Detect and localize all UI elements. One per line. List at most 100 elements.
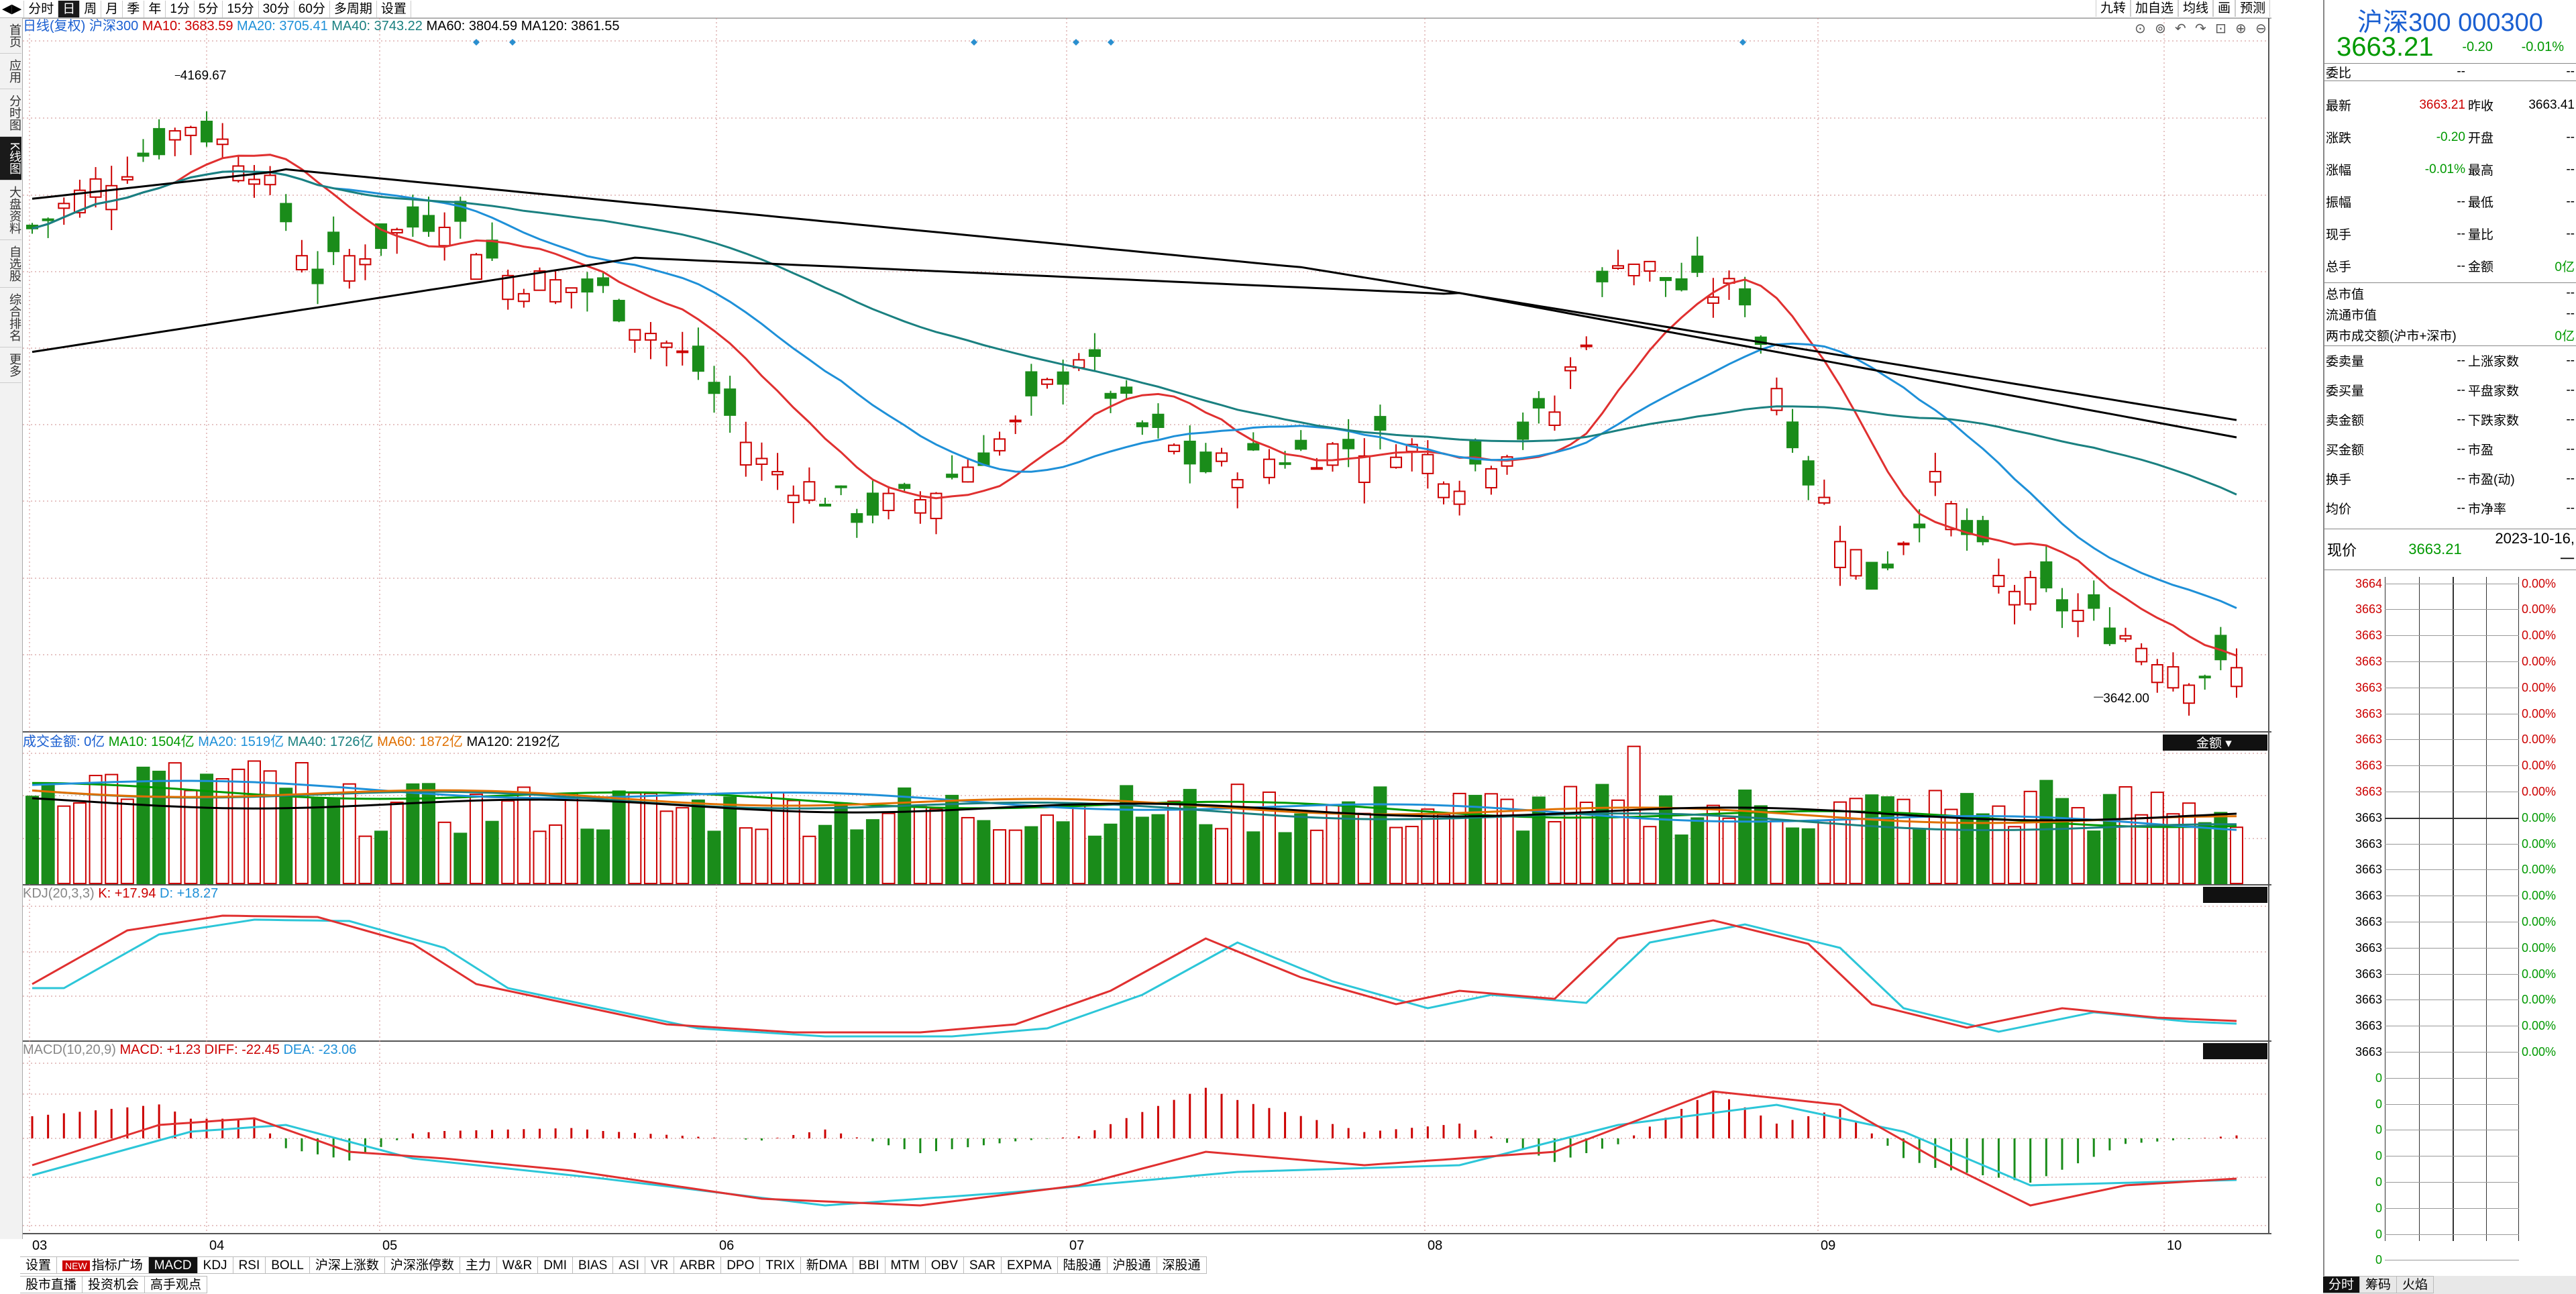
legend-item: MA120: 3861.55 [521, 19, 620, 34]
quote-row: 涨幅 -0.01% 最高 -- [2326, 162, 2575, 178]
period-btn[interactable]: 周 [80, 0, 102, 17]
event-marker[interactable] [1108, 39, 1114, 46]
indicator-tab[interactable]: KDJ [197, 1256, 233, 1274]
period-toolbar: ◀▶ 分时日周月季年 1分 5分 15分 30分 60分 多周期 设置 [0, 0, 2271, 18]
volume-mode-button[interactable] [2163, 735, 2267, 751]
period-btn[interactable]: 5分 [195, 0, 223, 17]
sub-tab[interactable]: 高手观点 [145, 1276, 208, 1293]
indicator-tab[interactable]: DMI [538, 1256, 574, 1274]
quote-row: 流通市值 -- [2326, 307, 2575, 323]
chart-tool-icon[interactable]: ⊖ [2255, 21, 2267, 36]
event-marker[interactable] [473, 39, 480, 46]
event-marker[interactable] [1739, 39, 1746, 46]
chart-tool-icon[interactable]: ⊙ [2135, 21, 2146, 36]
indicator-tab[interactable]: RSI [233, 1256, 266, 1274]
indicator-tab[interactable]: W&R [496, 1256, 539, 1274]
indicator-tab[interactable]: MTM [885, 1256, 926, 1274]
macd-lines [32, 1090, 2237, 1207]
indicator-tab[interactable]: 沪股通 [1107, 1256, 1157, 1274]
period-btn[interactable]: 15分 [223, 0, 259, 17]
legend-item: MA10: 3683.59 [142, 19, 237, 34]
indicator-tab[interactable]: EXPMA [1001, 1256, 1058, 1274]
period-btn[interactable]: 1分 [166, 0, 195, 17]
period-btn[interactable]: 日 [58, 0, 80, 17]
toolbar-right-btn[interactable]: 均线 [2178, 0, 2214, 17]
indicator-tab[interactable]: TRIX [760, 1256, 801, 1274]
chart-tool-icon[interactable]: ↷ [2195, 21, 2206, 36]
x-axis-month: 10 [2167, 1238, 2182, 1253]
top-right-toolbar: 九转 加自选 均线画预测 [2096, 0, 2271, 18]
kdj-lines [32, 914, 2237, 1038]
left-nav-item[interactable]: 首页 [0, 18, 21, 54]
legend-item: MA20: 1519亿 [198, 734, 287, 749]
indicator-tab[interactable]: 深股通 [1157, 1256, 1207, 1274]
quote-row: 总手 -- 金额 0亿 [2326, 258, 2575, 275]
indicator-tab[interactable]: 主力 [460, 1256, 497, 1274]
panel-tab[interactable]: 分时 [2323, 1276, 2361, 1293]
legend-item: 沪深300 [89, 18, 142, 34]
quote-row: 均价 -- 市净率 -- [2326, 500, 2575, 517]
toolbar-arrows[interactable]: ◀▶ [0, 0, 25, 17]
panel-tab[interactable]: 筹码 [2360, 1276, 2398, 1293]
indicator-tab[interactable]: BBI [853, 1256, 885, 1274]
indicator-tab[interactable]: 设置 [20, 1256, 58, 1274]
indicator-tab[interactable]: VR [645, 1256, 675, 1274]
left-nav-item[interactable]: 综合排名 [0, 288, 21, 348]
event-marker[interactable] [1073, 39, 1079, 46]
indicator-tab[interactable]: OBV [925, 1256, 964, 1274]
legend-item: MA120: 2192亿 [466, 734, 559, 749]
period-btn[interactable]: 分时 [24, 0, 59, 17]
x-axis-month: 07 [1069, 1238, 1084, 1253]
indicator-tab[interactable]: NEW 指标广场 [57, 1256, 149, 1274]
indicator-tab[interactable]: BOLL [266, 1256, 310, 1274]
period-btn[interactable]: 年 [144, 0, 166, 17]
x-axis-month: 03 [32, 1238, 47, 1253]
indicator-tab[interactable]: 陆股通 [1057, 1256, 1108, 1274]
indicator-tab[interactable]: MACD [148, 1256, 198, 1274]
left-nav-item[interactable]: 大盘资料 [0, 180, 21, 241]
sub-tab[interactable]: 股市直播 [20, 1276, 83, 1293]
toolbar-right-btn[interactable]: 九转 [2096, 0, 2131, 17]
sub-tab[interactable]: 投资机会 [83, 1276, 146, 1293]
chart-tool-icon[interactable]: ⊕ [2235, 21, 2247, 36]
left-nav-item[interactable]: 分时图 [0, 89, 21, 137]
kdj-param-button[interactable] [2203, 887, 2267, 903]
quote-row: 振幅 -- 最低 -- [2326, 194, 2575, 211]
indicator-tab[interactable]: 沪深涨停数 [384, 1256, 460, 1274]
chart-tool-icon[interactable]: ⊚ [2155, 21, 2166, 36]
x-axis-month: 05 [382, 1238, 397, 1253]
event-marker[interactable] [971, 39, 977, 46]
chart-tool-icon[interactable]: ↶ [2175, 21, 2186, 36]
panel-bottom-tabs: 分时 筹码 火焰 [2323, 1276, 2576, 1294]
period-btn[interactable]: 30分 [259, 0, 294, 17]
period-btn[interactable]: 季 [123, 0, 145, 17]
indicator-tab[interactable]: BIAS [573, 1256, 614, 1274]
quote-change: -0.20 [2462, 39, 2493, 54]
indicator-tab[interactable]: ARBR [674, 1256, 722, 1274]
chart-tool-icon[interactable]: ⊡ [2215, 21, 2226, 36]
left-nav-item[interactable]: 自选股 [0, 240, 21, 288]
new-badge: NEW [62, 1260, 90, 1271]
indicator-tab[interactable]: 沪深上涨数 [309, 1256, 385, 1274]
mini-intraday-chart[interactable]: 3664 3663 3663 3663 3663 3663 3663 3663 3663 3663… [2324, 569, 2576, 1293]
period-btn[interactable]: 多周期 [330, 0, 377, 17]
left-nav-item[interactable]: 更多 [0, 347, 21, 384]
indicator-tab[interactable]: DPO [721, 1256, 761, 1274]
period-btn[interactable]: 设置 [377, 0, 411, 17]
period-btn[interactable]: 月 [101, 0, 123, 17]
macd-param-button[interactable] [2203, 1043, 2267, 1059]
event-marker[interactable] [509, 39, 516, 46]
period-btn[interactable]: 60分 [294, 0, 330, 17]
toolbar-right-btn[interactable]: 加自选 [2131, 0, 2179, 17]
toolbar-right-btn[interactable]: 画 [2213, 0, 2236, 17]
quote-price: 3663.21 [2337, 32, 2434, 62]
panel-tab[interactable]: 火焰 [2397, 1276, 2434, 1293]
toolbar-right-btn[interactable]: 预测 [2235, 0, 2271, 17]
indicator-tab[interactable]: 新DMA [800, 1256, 853, 1274]
chart-area[interactable]: 日线(复权) 沪深300 MA10: 3683.59 MA20: 3705.41… [23, 18, 2271, 1256]
left-nav-item[interactable]: 应用 [0, 54, 21, 89]
indicator-tab[interactable]: ASI [613, 1256, 645, 1274]
indicator-tab[interactable]: SAR [963, 1256, 1002, 1274]
left-nav-item[interactable]: K线图 [0, 137, 21, 181]
x-axis-month: 04 [209, 1238, 224, 1253]
